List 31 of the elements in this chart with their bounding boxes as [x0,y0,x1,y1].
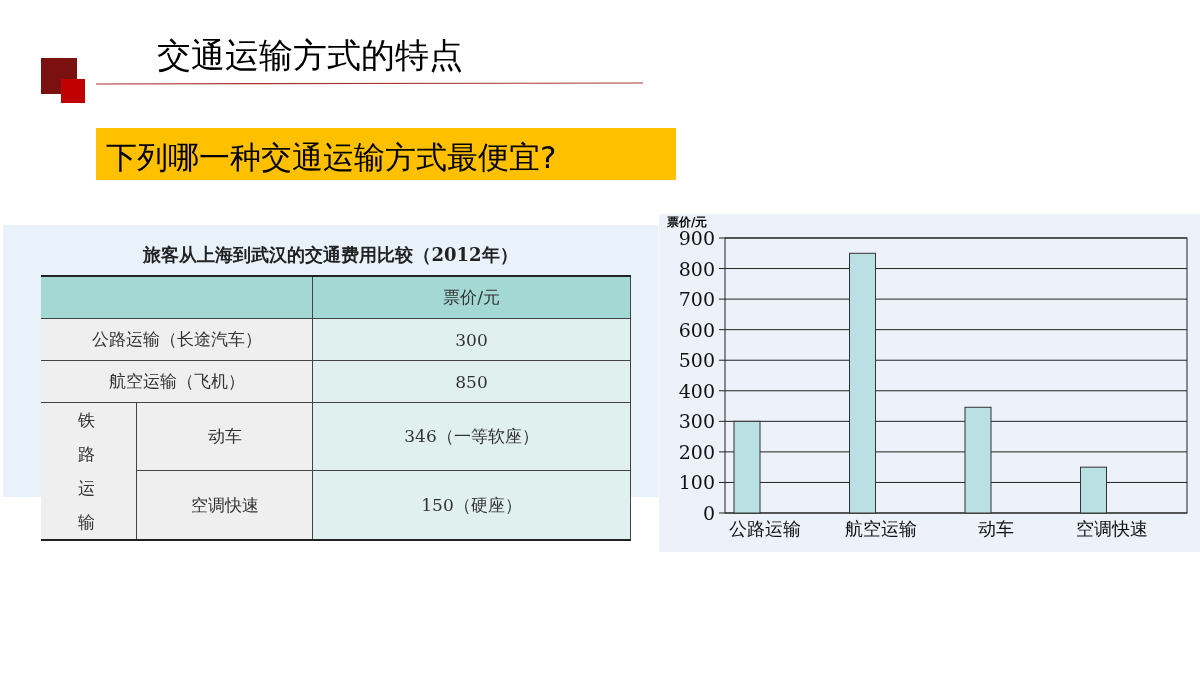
y-tick-label: 100 [678,471,715,494]
text: 动车 [136,402,313,471]
y-tick-label: 300 [678,410,715,433]
y-tick-label: 900 [678,227,715,249]
bar [733,420,761,514]
text: 航空运输（飞机） [41,360,313,403]
y-tick-label: 0 [702,502,715,524]
text: 346（一等软座） [312,402,631,471]
text: 票价/元 [312,276,631,319]
y-tick-label: 700 [678,288,715,311]
y-tick-label: 400 [678,379,715,402]
x-tick-label: 动车 [978,518,1015,539]
text: 旅客从上海到武汉的交通费用比较（2012年） [142,243,519,267]
y-axis-title: 票价/元 [666,215,708,229]
text: 铁路运输 [77,409,100,534]
y-tick-label: 800 [678,257,715,280]
text: 850 [312,360,631,403]
x-tick-label: 公路运输 [729,518,802,539]
bar [1080,466,1107,514]
y-tick-label: 500 [678,349,715,372]
text: 交通运输方式的特点 [157,35,463,75]
text: 300 [312,318,631,361]
y-tick-label: 200 [678,440,715,463]
text: 下列哪一种交通运输方式最便宜? [106,139,557,175]
text: 公路运输（长途汽车） [41,318,313,361]
x-tick-label: 空调快速 [1075,518,1148,539]
text: 150（硬座） [312,470,631,540]
y-tick-label: 600 [678,318,715,341]
x-tick-label: 航空运输 [844,518,917,539]
bar [849,252,876,514]
bar [964,406,992,514]
